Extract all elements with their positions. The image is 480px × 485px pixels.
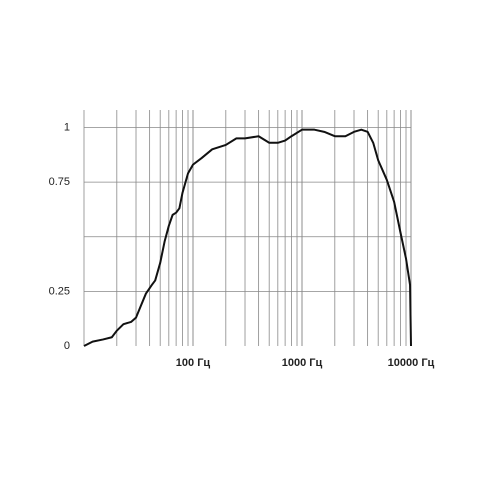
y-tick-label: 0.25 — [49, 285, 70, 297]
x-tick-label: 100 Гц — [176, 357, 211, 369]
response-curve — [83, 128, 412, 347]
x-tick-label: 1000 Гц — [282, 357, 323, 369]
y-tick-label: 0 — [64, 340, 70, 352]
y-tick-label: 1 — [64, 121, 70, 133]
y-tick-label: 0.75 — [49, 176, 70, 188]
x-tick-label: 10000 Гц — [388, 357, 435, 369]
